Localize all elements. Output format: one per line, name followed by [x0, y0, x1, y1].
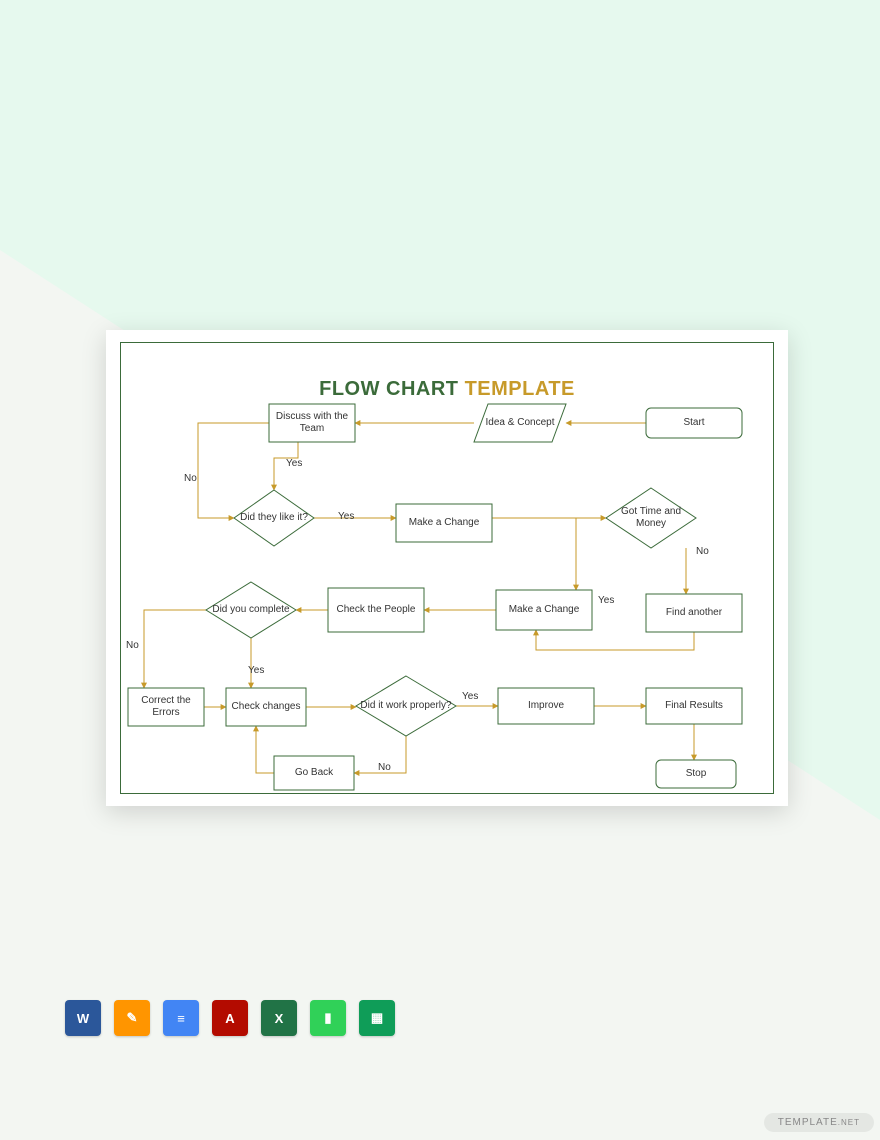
node-final [646, 688, 742, 724]
node-gottime [606, 488, 696, 548]
node-findanother [646, 594, 742, 632]
document-canvas: FLOW CHART TEMPLATE YesNoYesNoYesNoYesYe… [106, 330, 788, 806]
flowchart [106, 330, 788, 806]
pdf-icon[interactable]: A [212, 1000, 248, 1036]
node-checkpeople [328, 588, 424, 632]
node-complete [206, 582, 296, 638]
format-icon-row: W ✎ ≡ AX ▮ ▦ [65, 1000, 395, 1036]
node-stop [656, 760, 736, 788]
excel-icon[interactable]: X [261, 1000, 297, 1036]
node-goback [274, 756, 354, 790]
node-work [356, 676, 456, 736]
edge-gottime-change2 [576, 518, 606, 590]
gsheets-icon[interactable]: ▦ [359, 1000, 395, 1036]
numbers-icon[interactable]: ▮ [310, 1000, 346, 1036]
edge-findanother-change2_b [536, 630, 694, 650]
edge-work-goback [354, 736, 406, 773]
pages-icon[interactable]: ✎ [114, 1000, 150, 1036]
node-discuss [269, 404, 355, 442]
watermark-badge: TEMPLATE.NET [764, 1113, 874, 1132]
edge-goback-checkchg_c [256, 726, 274, 773]
edge-complete-correct [144, 610, 206, 688]
node-checkchg [226, 688, 306, 726]
node-change2 [496, 590, 592, 630]
node-correct [128, 688, 204, 726]
node-change1 [396, 504, 492, 542]
word-icon[interactable]: W [65, 1000, 101, 1036]
node-improve [498, 688, 594, 724]
gdocs-icon[interactable]: ≡ [163, 1000, 199, 1036]
node-like [234, 490, 314, 546]
node-start [646, 408, 742, 438]
node-idea [474, 404, 566, 442]
edge-discuss-like [274, 442, 298, 490]
